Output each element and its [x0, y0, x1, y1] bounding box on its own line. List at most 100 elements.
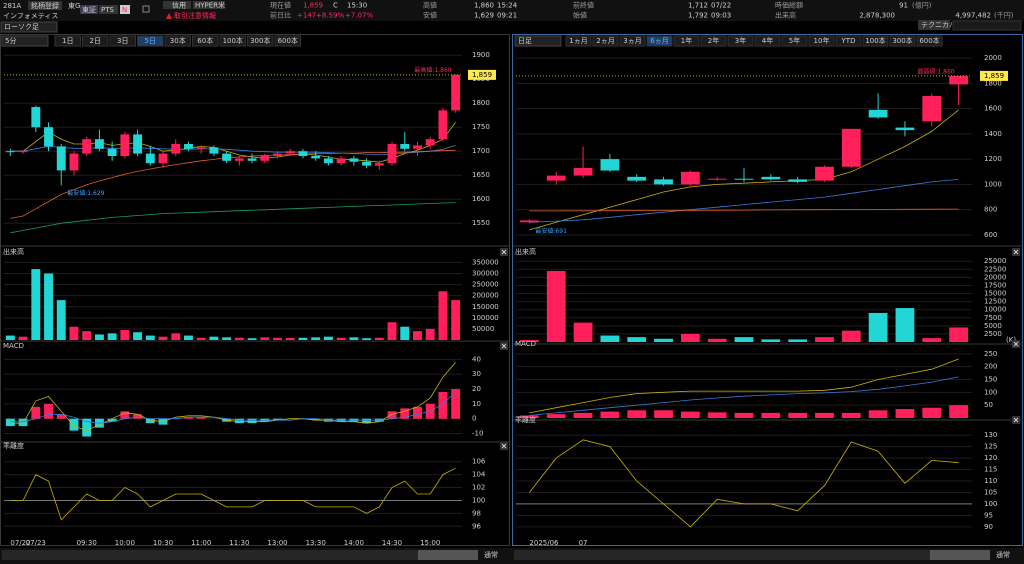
candle-body	[31, 107, 41, 128]
quote-value: +8.59%	[316, 12, 344, 20]
quote-value: 1,629	[474, 12, 494, 20]
volume-bar	[868, 312, 888, 342]
interval-label: 5分	[5, 36, 16, 45]
period-button[interactable]	[565, 35, 592, 47]
scroll-thumb[interactable]	[930, 550, 990, 560]
candle-body	[374, 163, 384, 166]
y-tick-label: 150000	[472, 303, 499, 311]
y-tick-label: 1800	[472, 99, 490, 107]
candle-body	[707, 178, 727, 180]
candle-body	[413, 145, 422, 149]
period-button[interactable]	[646, 35, 673, 47]
quote-time: 15:24	[497, 2, 518, 10]
volume-bar	[413, 331, 422, 340]
y-tick-label: 1200	[984, 155, 1002, 163]
pane-close-x	[501, 443, 507, 449]
period-button[interactable]	[219, 35, 246, 47]
volume-bar	[209, 336, 219, 340]
scrollbar[interactable]	[514, 550, 990, 560]
y-tick-label: 50000	[472, 325, 494, 333]
y-tick-label: 17500	[984, 281, 1006, 289]
period-button[interactable]	[274, 35, 301, 47]
last-price-box	[468, 69, 496, 80]
period-button[interactable]	[82, 35, 109, 47]
period-button[interactable]	[916, 35, 943, 47]
quote-label: 安値	[423, 11, 437, 20]
volume-bar	[285, 338, 295, 340]
macd-bar	[868, 410, 888, 418]
y-tick-label: 30	[472, 370, 481, 378]
candle-body	[145, 153, 155, 164]
candle-body	[234, 158, 244, 161]
period-button[interactable]	[700, 35, 727, 47]
period-button[interactable]	[808, 35, 835, 47]
volume-bar	[349, 337, 359, 340]
checkbox[interactable]	[142, 5, 150, 13]
candle-body	[600, 159, 620, 171]
macd-bar	[573, 412, 593, 418]
register-button[interactable]	[28, 1, 62, 10]
period-label: 30本	[170, 36, 186, 45]
macd-bar	[133, 414, 143, 419]
x-tick-label: 07	[579, 539, 588, 547]
macd-bar	[31, 406, 41, 419]
period-button[interactable]	[835, 35, 862, 47]
y-tick-label: 250	[984, 350, 997, 358]
volume-bar	[18, 336, 28, 340]
volume-bar	[247, 338, 257, 340]
period-button[interactable]	[754, 35, 781, 47]
period-button[interactable]	[781, 35, 808, 47]
candle-body	[273, 153, 282, 156]
scroll-thumb[interactable]	[418, 550, 478, 560]
y-tick-label: 2500	[984, 330, 1002, 338]
interval-dropdown[interactable]	[1, 35, 49, 47]
footer-mode[interactable]: 通常	[484, 550, 498, 559]
period-button[interactable]	[54, 35, 81, 47]
scrollbar[interactable]	[2, 550, 478, 560]
x-tick-label: 11:00	[191, 539, 211, 547]
volume-bar	[323, 336, 333, 340]
y-tick-label: 120	[984, 454, 997, 462]
period-label: 3日	[117, 37, 128, 45]
period-button[interactable]	[192, 35, 219, 47]
venue-button[interactable]	[120, 5, 130, 14]
period-button[interactable]	[862, 35, 889, 47]
macd-bar	[451, 389, 461, 419]
period-button[interactable]	[619, 35, 646, 47]
pane-close-x	[1013, 341, 1019, 347]
quote-value: 1,792	[688, 12, 708, 20]
period-button[interactable]	[137, 35, 164, 47]
style-dropdown[interactable]	[0, 21, 58, 33]
technical-button[interactable]	[918, 20, 950, 30]
period-button[interactable]	[727, 35, 754, 47]
period-label: 600本	[278, 36, 298, 45]
candle-body	[627, 176, 647, 181]
macd-line	[529, 376, 959, 416]
interval-dropdown[interactable]	[514, 35, 562, 47]
period-label: 5日	[145, 37, 156, 45]
candle-body	[400, 144, 410, 149]
volume-bar	[895, 308, 915, 342]
candle-body	[868, 109, 888, 118]
period-button[interactable]	[109, 35, 136, 47]
macd-bar	[247, 418, 257, 424]
period-button[interactable]	[592, 35, 619, 47]
period-button[interactable]	[889, 35, 916, 47]
volume-bar	[573, 322, 593, 342]
macd-bar	[120, 411, 130, 419]
period-button[interactable]	[164, 35, 191, 47]
footer-mode[interactable]: 通常	[996, 550, 1010, 559]
candle-body	[438, 110, 448, 140]
period-label: 2日	[90, 37, 101, 45]
candle-body	[247, 158, 257, 161]
tool-icons[interactable]	[952, 20, 1022, 31]
venue-button[interactable]	[80, 5, 98, 14]
period-button[interactable]	[247, 35, 274, 47]
macd-bar	[5, 418, 15, 427]
quote-label: 始値	[573, 11, 587, 20]
period-button[interactable]	[673, 35, 700, 47]
venue-button[interactable]	[99, 5, 118, 14]
tag	[193, 1, 225, 9]
candle-body	[815, 166, 834, 181]
left-panel	[0, 34, 510, 546]
